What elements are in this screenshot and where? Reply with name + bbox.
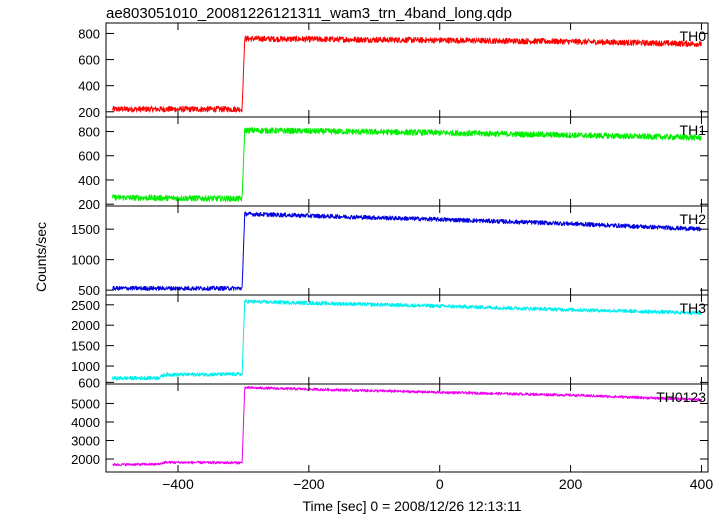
y-tick-label: 5000 (71, 396, 100, 411)
series-th1-line (112, 127, 702, 202)
panel-label-th2: TH2 (680, 211, 707, 227)
panels-layer: 200 400 600 800 TH0 200 400 600 800 TH1 500 1000 150… (71, 22, 709, 473)
x-tick-label: 400 (690, 476, 714, 492)
y-tick-label: 400 (78, 173, 100, 188)
series-th2-line (112, 211, 702, 291)
y-tick-label: 1000 (71, 253, 100, 268)
y-tick-label: 400 (78, 79, 100, 94)
panel-th2: 500 1000 1500 TH2 (71, 205, 709, 298)
panel-th0123: 2000 3000 4000 5000 TH0123 (71, 383, 709, 473)
y-tick-label: 2000 (71, 452, 100, 467)
chart-title: ae803051010_20081226121311_wam3_trn_4ban… (106, 5, 512, 22)
y-tick-label: 200 (78, 105, 100, 120)
panel-th1: 200 400 600 800 TH1 (78, 116, 709, 212)
y-axis-label: Counts/sec (33, 222, 49, 292)
y-tick-label: 800 (78, 125, 100, 140)
panel-label-th1: TH1 (680, 122, 707, 138)
y-tick-label: 600 (78, 149, 100, 164)
series-th0123-line (112, 386, 702, 467)
panel-label-th3: TH3 (680, 300, 707, 316)
x-tick-label: −200 (293, 476, 325, 492)
y-tick-label: 2500 (71, 298, 100, 313)
series-th0-line (112, 35, 702, 113)
panel-frame (105, 294, 709, 385)
y-tick-label: 600 (78, 375, 100, 390)
y-tick-label: 500 (78, 283, 100, 298)
y-tick-label: 3000 (71, 434, 100, 449)
x-tick-label: 0 (436, 476, 444, 492)
y-tick-label: 1500 (71, 222, 100, 237)
x-axis-label: Time [sec] 0 = 2008/12/26 12:13:11 (302, 498, 521, 514)
panel-th0: 200 400 600 800 TH0 (78, 22, 709, 120)
x-tick-label: −400 (162, 476, 194, 492)
panel-frame (105, 22, 709, 118)
y-tick-label: 600 (78, 53, 100, 68)
y-tick-label: 800 (78, 26, 100, 41)
series-th3-line (112, 299, 702, 381)
x-tick-label: 200 (559, 476, 583, 492)
y-tick-label: 4000 (71, 415, 100, 430)
panel-label-th0: TH0 (680, 28, 707, 44)
panel-frame (105, 205, 709, 296)
y-tick-label: 1000 (71, 359, 100, 374)
y-tick-label: 2000 (71, 318, 100, 333)
panel-frame (105, 383, 709, 473)
y-tick-label: 1500 (71, 339, 100, 354)
x-axis: −400 −200 0 200 400 (162, 476, 713, 492)
y-tick-label: 200 (78, 197, 100, 212)
panel-label-th0123: TH0123 (656, 389, 706, 405)
